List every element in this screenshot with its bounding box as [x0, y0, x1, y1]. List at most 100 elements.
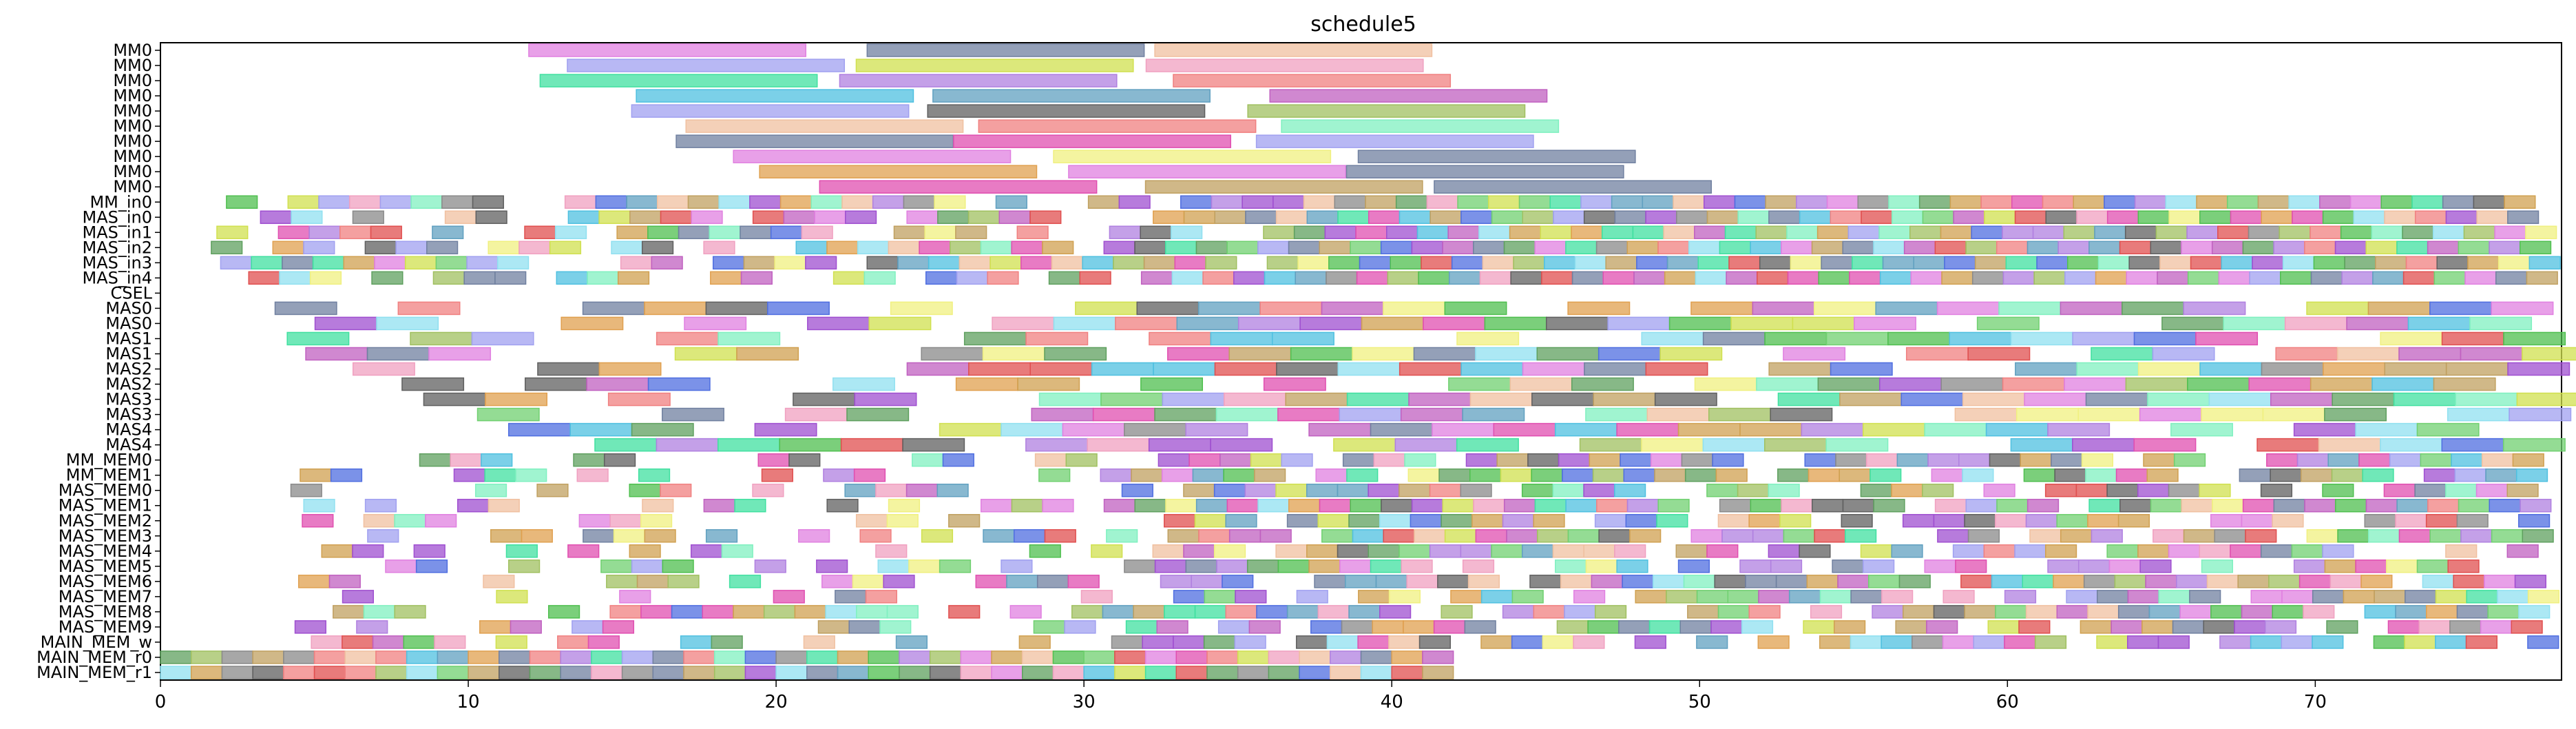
y-tick-label: MM0 — [113, 177, 152, 196]
schedule-bar — [2456, 513, 2489, 528]
x-axis: 0 10 20 30 40 50 60 70 — [155, 680, 2327, 712]
schedule-bar — [1891, 210, 1924, 225]
schedule-bar — [752, 210, 785, 225]
schedule-bar — [1176, 316, 1239, 331]
schedule-bar — [2425, 605, 2458, 619]
schedule-bar — [1475, 347, 1538, 361]
schedule-bar — [1038, 392, 1102, 407]
schedule-bar — [2495, 271, 2528, 285]
schedule-bar — [1750, 240, 1782, 255]
schedule-bar — [1854, 316, 1916, 331]
schedule-bar — [1697, 256, 1730, 270]
schedule-bar — [1870, 468, 1902, 482]
schedule-bar — [1594, 605, 1627, 619]
schedule-bar — [2498, 256, 2531, 270]
schedule-bar — [2002, 225, 2034, 240]
schedule-bar — [1401, 559, 1433, 573]
schedule-bar — [1816, 225, 1850, 240]
schedule-bar — [2060, 301, 2123, 316]
schedule-bar — [2064, 377, 2127, 391]
schedule-bar — [372, 635, 405, 649]
schedule-bar — [1758, 590, 1790, 604]
schedule-bar — [1254, 468, 1286, 482]
schedule-bar — [1818, 271, 1850, 285]
schedule-bar — [1306, 483, 1339, 497]
schedule-bar — [1210, 331, 1273, 346]
schedule-bar — [294, 620, 326, 634]
schedule-bar — [507, 422, 571, 437]
schedule-bar — [2469, 316, 2533, 331]
schedule-bar — [736, 347, 799, 361]
schedule-bar — [521, 529, 553, 543]
schedule-bar — [2433, 271, 2466, 285]
schedule-bar — [1478, 225, 1511, 240]
schedule-bar — [1124, 559, 1156, 573]
schedule-bar — [578, 513, 611, 528]
schedule-bar — [1878, 225, 1911, 240]
schedule-bar — [2196, 195, 2228, 209]
schedule-bar — [1801, 422, 1864, 437]
schedule-bar — [352, 544, 384, 558]
schedule-bar — [744, 666, 777, 679]
schedule-bar — [995, 195, 1027, 209]
schedule-bar — [1620, 453, 1652, 467]
schedule-bar — [835, 590, 867, 604]
schedule-bar — [2322, 483, 2354, 497]
schedule-bar — [423, 392, 486, 407]
schedule-bar — [1113, 256, 1145, 270]
schedule-bar — [2445, 483, 2478, 497]
schedule-bar — [2353, 210, 2385, 225]
schedule-bar — [2322, 544, 2354, 558]
schedule-bar — [833, 377, 895, 391]
schedule-bar — [906, 210, 939, 225]
schedule-bar — [1553, 210, 1585, 225]
schedule-bar — [925, 271, 958, 285]
schedule-bar — [260, 210, 292, 225]
schedule-bar — [537, 362, 600, 376]
schedule-bar — [1811, 240, 1843, 255]
schedule-bar — [1433, 620, 1466, 634]
schedule-bar — [2211, 240, 2244, 255]
schedule-bar — [2312, 590, 2345, 604]
schedule-bar — [226, 195, 258, 209]
schedule-bar — [410, 195, 443, 209]
schedule-bar — [1121, 483, 1153, 497]
schedule-bar — [1394, 438, 1458, 452]
schedule-bar — [1203, 635, 1236, 649]
schedule-bar — [2324, 559, 2356, 573]
schedule-bar — [1903, 605, 1935, 619]
x-tick-label: 60 — [1996, 692, 2019, 712]
schedule-bar — [1811, 498, 1844, 513]
schedule-bar — [1091, 362, 1154, 376]
schedule-bar — [356, 620, 388, 634]
schedule-bar — [367, 529, 399, 543]
schedule-bar — [806, 666, 839, 679]
schedule-bar — [899, 650, 931, 664]
schedule-bar — [854, 392, 917, 407]
schedule-bar — [1558, 453, 1591, 467]
schedule-bar — [1360, 650, 1392, 664]
schedule-bar — [1696, 590, 1729, 604]
schedule-bar — [978, 119, 1257, 133]
schedule-bar — [934, 195, 966, 209]
schedule-bar — [1616, 559, 1648, 573]
schedule-bar — [888, 240, 920, 255]
schedule-bar — [1522, 362, 1585, 376]
schedule-bar — [906, 362, 970, 376]
schedule-bar — [1592, 468, 1625, 482]
y-tick-label: MAS0 — [105, 314, 152, 333]
schedule-bar — [803, 635, 835, 649]
schedule-bar — [363, 513, 395, 528]
schedule-bar — [1681, 453, 1713, 467]
schedule-bar — [1175, 666, 1208, 679]
schedule-bar — [591, 650, 623, 664]
schedule-bar — [583, 529, 615, 543]
schedule-bar — [2405, 590, 2437, 604]
schedule-bar — [1068, 165, 1347, 178]
schedule-bar — [2126, 271, 2158, 285]
schedule-bar — [833, 271, 866, 285]
schedule-bar — [2025, 605, 2058, 619]
schedule-bar — [1263, 225, 1295, 240]
y-tick-label: MAS0 — [105, 298, 152, 318]
schedule-bar — [2057, 240, 2090, 255]
